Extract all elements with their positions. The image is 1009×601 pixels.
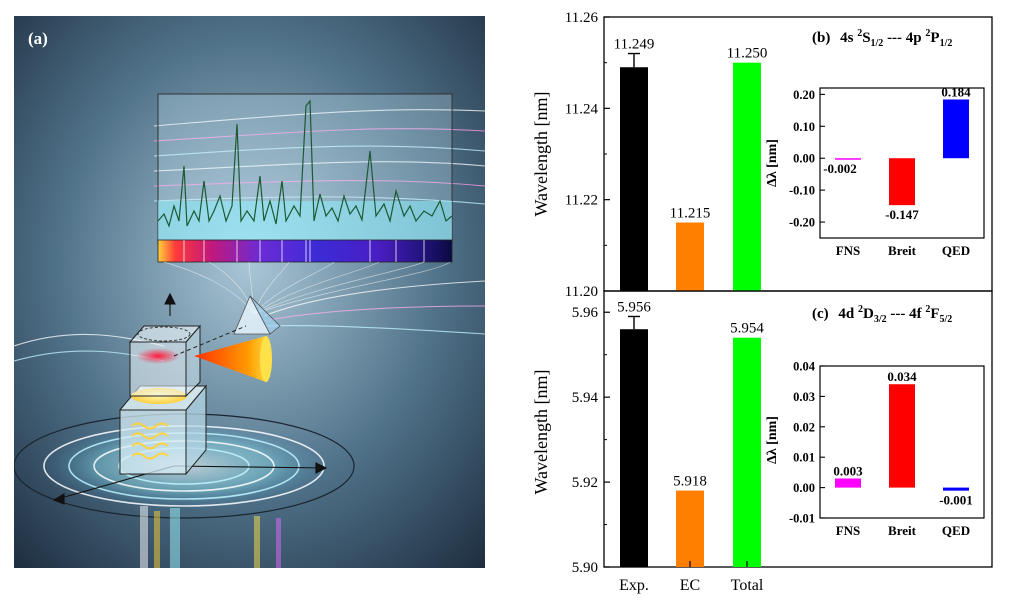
panel-c-title: (c) 4d 2D3/2 --- 4f 2F5/2	[812, 304, 952, 325]
y-tick-label: 5.96	[572, 305, 599, 321]
bar-exp	[620, 67, 648, 291]
inset-y-tick-label: -0.10	[789, 184, 815, 198]
inset-bar-qed	[943, 99, 969, 159]
light-pillars	[140, 506, 281, 568]
bar-ec	[676, 490, 704, 567]
inset-bar-breit	[889, 158, 915, 206]
inset-bar-breit	[889, 384, 915, 488]
inset-y-tick-label: 0.03	[793, 390, 815, 404]
emission-cone	[194, 336, 271, 382]
inset-bar-value-label: -0.001	[939, 493, 973, 508]
bar-value-label: 11.215	[670, 206, 711, 222]
inset-category-label: Breit	[888, 243, 917, 258]
y-tick-label: 11.22	[565, 193, 598, 209]
inset-bar-fns	[835, 478, 861, 488]
bar-ec	[676, 222, 704, 291]
inset-y-tick-label: 0.00	[793, 152, 815, 166]
panel-b-title: (b) 4s 2S1/2 --- 4p 2P1/2	[812, 28, 952, 49]
spectrum-trace	[157, 99, 453, 228]
y-tick-label: 5.94	[572, 390, 599, 406]
inset-y-tick-label: 0.20	[793, 88, 815, 102]
panel-label-a: (a)	[28, 29, 48, 48]
inset-b-content: -0.20 -0.10 0.00 0.10 0.20 -0.002 FNS -0.147 Bre…	[789, 84, 971, 258]
x-category-label: Exp.	[619, 577, 649, 594]
inset-bar-value-label: -0.147	[885, 207, 919, 222]
panel-b-label: (b)	[812, 30, 830, 46]
ion-trap-icon	[118, 324, 208, 476]
panel-c: Wavelength [nm] 5.905.925.945.96 5.9565.…	[531, 290, 993, 576]
panel-c-ylabel: Wavelength [nm]	[531, 369, 551, 494]
inset-category-label: QED	[942, 243, 970, 258]
inset-c-ylabel: Δλ [nm]	[765, 416, 780, 464]
bar-value-label: 11.250	[727, 46, 768, 62]
inset-y-tick-label: 0.02	[793, 420, 815, 434]
panel-c-frame	[603, 290, 993, 568]
spectrum-color-bar	[157, 239, 453, 263]
inset-y-tick-label: 0.00	[793, 481, 815, 495]
inset-y-tick-label: 0.04	[793, 360, 816, 374]
y-tick-label: 5.92	[572, 475, 598, 491]
bar-value-label: 11.249	[614, 37, 655, 53]
inset-bar-qed	[943, 487, 969, 491]
bar-value-label: 5.918	[673, 474, 707, 490]
prism-icon	[233, 295, 281, 335]
inset-bar-value-label: 0.184	[941, 84, 971, 99]
x-category-labels: Exp. EC Total	[619, 561, 764, 594]
inset-bar-fns	[835, 158, 861, 160]
inset-b-ylabel: Δλ [nm]	[765, 139, 780, 187]
inset-y-tick-label: -0.01	[789, 512, 815, 526]
panel-b-bars: 11.249 11.215 11.250	[614, 37, 768, 291]
bar-value-label: 5.954	[730, 321, 764, 337]
x-category-label: Total	[731, 577, 764, 594]
spectrum-lines	[183, 240, 425, 262]
inset-y-tick-label: 0.10	[793, 120, 815, 134]
inset-y-tick-label: -0.20	[789, 216, 815, 230]
panel-c-bars: 5.956 5.918 5.954	[617, 299, 764, 567]
y-tick-label: 11.20	[565, 284, 598, 300]
x-category-label: EC	[680, 577, 700, 594]
y-tick-label: 11.26	[565, 10, 599, 26]
bar-total	[733, 62, 761, 291]
inset-category-label: QED	[942, 523, 970, 538]
bar-total	[733, 337, 761, 567]
panel-c-yaxis: 5.90 5.92 5.94 5.96	[572, 305, 610, 576]
inset-bar-value-label: 0.034	[887, 369, 917, 384]
inset-category-label: FNS	[836, 523, 861, 538]
panel-b-yaxis: 11.22 11.24 11.26 11.20	[565, 10, 610, 300]
inset-category-label: FNS	[836, 243, 861, 258]
inset-c-content: -0.01 0.00 0.01 0.02 0.03 0.04 0.003 FNS 0.034 Br…	[789, 360, 973, 539]
bar-value-label: 5.956	[617, 299, 651, 315]
spectrum-plot-frame	[157, 93, 453, 245]
inset-y-tick-label: 0.01	[793, 451, 815, 465]
panel-b: Wavelength [nm] 11.22 11.24 11.26 11.20 11.…	[531, 10, 993, 300]
y-tick-label: 5.90	[572, 560, 598, 576]
panel-c-label: (c)	[812, 306, 829, 322]
observation-line	[173, 325, 247, 357]
panel-b-ylabel: Wavelength [nm]	[531, 91, 551, 216]
bar-exp	[620, 329, 648, 567]
inset-category-label: Breit	[888, 523, 917, 538]
y-tick-label: 11.24	[565, 101, 599, 117]
inset-bar-value-label: 0.003	[833, 463, 863, 478]
inset-bar-value-label: -0.002	[823, 161, 857, 176]
illustration-panel: (a)	[14, 16, 485, 568]
